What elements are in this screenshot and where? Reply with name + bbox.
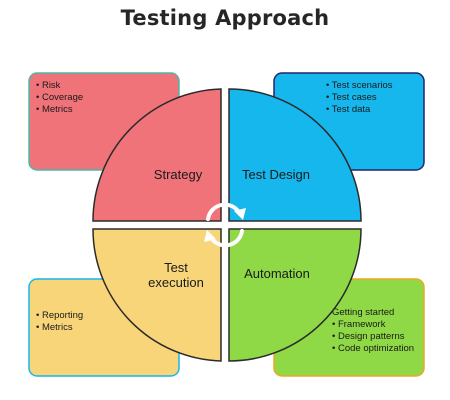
strategy-detail-item: • Coverage [36, 92, 83, 103]
design-detail-item: • Test scenarios [326, 80, 393, 91]
automation-detail-item: Getting started [332, 307, 394, 318]
automation-detail-item: • Framework [332, 319, 386, 330]
test-execution-label: Test execution [148, 260, 204, 290]
test-design-label: Test Design [242, 167, 310, 182]
design-detail-item: • Test data [326, 104, 371, 115]
design-label-line: Test Design [242, 167, 310, 182]
strategy-quadrant [92, 88, 222, 222]
strategy-detail-list: • Risk • Coverage • Metrics [36, 80, 83, 115]
test-execution-quadrant [92, 228, 222, 362]
automation-detail-item: • Code optimization [332, 343, 414, 354]
strategy-detail-item: • Metrics [36, 104, 73, 115]
automation-label: Automation [244, 266, 310, 281]
execution-label-line: execution [148, 275, 204, 290]
execution-detail-item: • Metrics [36, 322, 73, 333]
test-design-quadrant [228, 88, 362, 222]
rotation-arrows-icon [206, 202, 244, 248]
automation-detail-item: • Design patterns [332, 331, 405, 342]
test-execution-detail-list: • Reporting • Metrics [36, 310, 83, 333]
diagram-title: Testing Approach [120, 6, 330, 30]
execution-detail-item: • Reporting [36, 310, 83, 321]
test-design-detail-list: • Test scenarios • Test cases • Test data [326, 80, 393, 115]
strategy-detail-item: • Risk [36, 80, 61, 91]
strategy-label: Strategy [154, 167, 203, 182]
automation-label-line: Automation [244, 266, 310, 281]
rotation-arrowheads [204, 208, 246, 242]
strategy-label-line: Strategy [154, 167, 203, 182]
automation-detail-list: Getting started • Framework • Design patte… [332, 307, 414, 354]
automation-quadrant [228, 228, 362, 362]
design-detail-item: • Test cases [326, 92, 377, 103]
execution-label-line: Test [164, 260, 188, 275]
